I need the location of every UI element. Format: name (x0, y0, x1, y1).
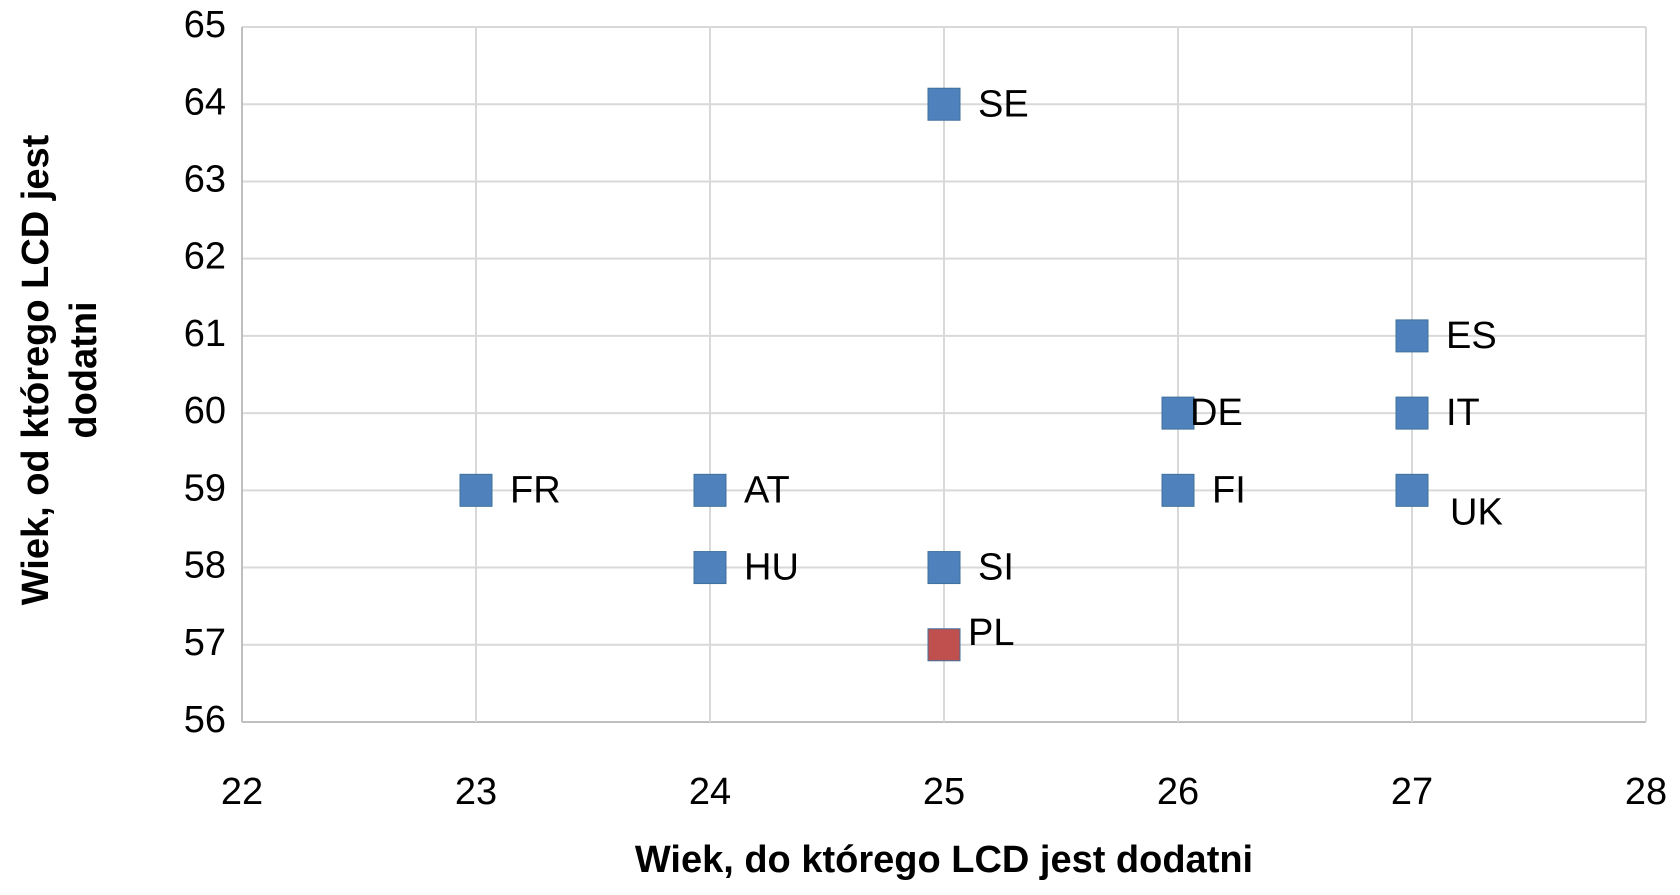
y-tick-label: 57 (184, 622, 226, 664)
x-tick-label: 25 (923, 771, 965, 813)
x-tick-label: 26 (1157, 771, 1199, 813)
point-label: IT (1446, 392, 1480, 434)
y-tick-label: 58 (184, 545, 226, 587)
point-label: PL (968, 612, 1014, 654)
y-tick-label: 63 (184, 158, 226, 200)
point-label: FR (510, 469, 561, 511)
marker (1395, 473, 1429, 507)
marker (693, 473, 727, 507)
point-label: UK (1450, 491, 1503, 533)
x-tick-label: 22 (221, 771, 263, 813)
y-tick-label: 64 (184, 81, 226, 123)
marker (927, 551, 961, 585)
x-tick-label: 27 (1391, 771, 1433, 813)
point-label: HU (744, 547, 799, 589)
y-tick-label: 59 (184, 467, 226, 509)
marker (1395, 319, 1429, 353)
marker (459, 473, 493, 507)
marker (1161, 396, 1195, 430)
point-label: SI (978, 547, 1014, 589)
point-label: DE (1190, 392, 1243, 434)
point-label: ES (1446, 315, 1497, 357)
y-tick-label: 60 (184, 390, 226, 432)
x-tick-label: 24 (689, 771, 731, 813)
y-tick-label: 61 (184, 313, 226, 355)
y-tick-label: 62 (184, 236, 226, 278)
y-axis-title-line: dodatni (63, 301, 105, 438)
marker (1161, 473, 1195, 507)
marker (927, 87, 961, 121)
x-axis-title: Wiek, do którego LCD jest dodatni (635, 839, 1253, 881)
y-tick-label: 56 (184, 699, 226, 741)
y-axis-title: Wiek, od którego LCD jest dodatni (15, 134, 105, 605)
marker (693, 551, 727, 585)
y-axis-title-line: Wiek, od którego LCD jest (15, 134, 57, 605)
marker (1395, 396, 1429, 430)
point-label: FI (1212, 469, 1246, 511)
marker (927, 628, 961, 662)
y-tick-label: 65 (184, 4, 226, 46)
point-label: AT (744, 469, 790, 511)
point-label: SE (978, 83, 1029, 125)
x-tick-label: 28 (1625, 771, 1667, 813)
x-tick-label: 23 (455, 771, 497, 813)
